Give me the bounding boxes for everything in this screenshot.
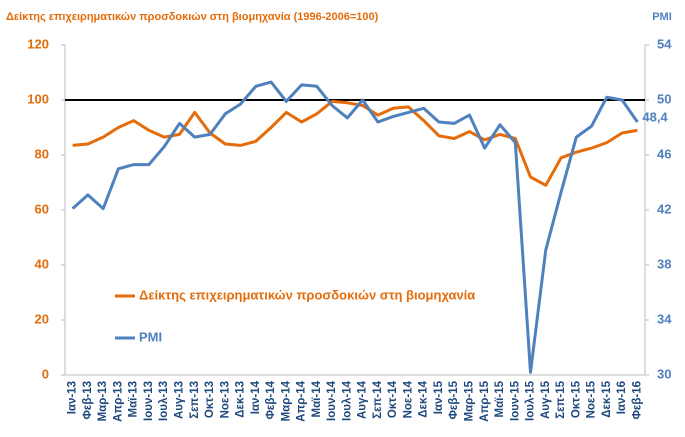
x-tick-label: Ιουν-13 xyxy=(143,381,155,421)
x-tick-label: Απρ-13 xyxy=(112,381,124,422)
x-tick-label: Ιουλ-13 xyxy=(158,381,170,421)
x-tick-label: Φεβ-13 xyxy=(82,381,94,420)
x-tick-label: Ιουν-15 xyxy=(509,380,521,421)
x-tick-label: Ιαν-15 xyxy=(433,380,445,414)
x-tick-label: Απρ-14 xyxy=(296,380,308,421)
data-label: 48,4 xyxy=(642,109,668,124)
x-tick-label: Αυγ-15 xyxy=(540,380,552,419)
x-tick-label: Μαρ-14 xyxy=(280,380,292,421)
x-tick-label: Μαϊ-15 xyxy=(494,380,506,417)
x-tick-label: Νοε-15 xyxy=(586,380,598,418)
y2-tick-label: 54 xyxy=(657,36,672,51)
x-tick-label: Σεπ-14 xyxy=(372,380,384,418)
x-tick-label: Νοε-13 xyxy=(219,381,231,418)
y-tick-label: 100 xyxy=(27,91,49,106)
x-tick-label: Απρ-15 xyxy=(479,380,491,421)
x-tick-label: Μαϊ-13 xyxy=(128,381,140,417)
y-tick-label: 80 xyxy=(35,146,49,161)
x-tick-label: Δεκ-15 xyxy=(601,380,613,417)
x-tick-label: Σεπ-13 xyxy=(189,381,201,419)
y2-tick-label: 50 xyxy=(657,91,671,106)
y2-axis-title: PMI xyxy=(652,11,672,23)
x-tick-label: Μαρ-13 xyxy=(97,381,109,421)
legend-label: Δείκτης επιχειρηματικών προσδοκιών στη β… xyxy=(139,287,475,302)
y2-tick-label: 46 xyxy=(657,146,671,161)
y-tick-label: 120 xyxy=(27,36,49,51)
y-tick-label: 40 xyxy=(35,256,49,271)
series-line xyxy=(72,99,638,187)
x-tick-label: Φεβ-16 xyxy=(631,381,643,420)
x-tick-label: Ιαν-13 xyxy=(67,381,79,414)
chart-title: Δείκτης επιχειρηματικών προσδοκιών στη β… xyxy=(6,11,379,23)
y-tick-label: 20 xyxy=(35,311,49,326)
x-tick-label: Ιαν-16 xyxy=(616,381,628,414)
x-tick-label: Οκτ-15 xyxy=(570,380,582,418)
x-tick-label: Σεπ-15 xyxy=(555,380,567,418)
y-tick-label: 60 xyxy=(35,201,49,216)
x-tick-label: Μαϊ-14 xyxy=(311,380,323,417)
x-tick-label: Ιουλ-15 xyxy=(525,380,537,421)
y2-tick-label: 42 xyxy=(657,201,671,216)
x-tick-label: Οκτ-14 xyxy=(387,380,399,418)
x-tick-label: Αυγ-13 xyxy=(174,381,186,419)
x-tick-label: Μαρ-15 xyxy=(464,380,476,421)
x-tick-label: Οκτ-13 xyxy=(204,381,216,418)
x-tick-label: Αυγ-14 xyxy=(357,380,369,419)
x-tick-label: Φεβ-14 xyxy=(265,380,277,419)
y2-tick-label: 38 xyxy=(657,256,671,271)
legend-label: PMI xyxy=(139,329,162,344)
y2-tick-label: 34 xyxy=(657,311,672,326)
x-tick-label: Ιαν-14 xyxy=(250,380,262,414)
x-tick-label: Δεκ-14 xyxy=(418,380,430,417)
x-tick-label: Δεκ-13 xyxy=(235,381,247,418)
x-tick-label: Ιουλ-14 xyxy=(341,380,353,421)
x-tick-label: Ιουν-14 xyxy=(326,380,338,421)
series-line xyxy=(71,80,639,374)
y-tick-label: 0 xyxy=(42,366,49,381)
x-tick-label: Νοε-14 xyxy=(402,380,414,418)
x-tick-label: Φεβ-15 xyxy=(448,380,460,419)
y2-tick-label: 30 xyxy=(657,366,671,381)
